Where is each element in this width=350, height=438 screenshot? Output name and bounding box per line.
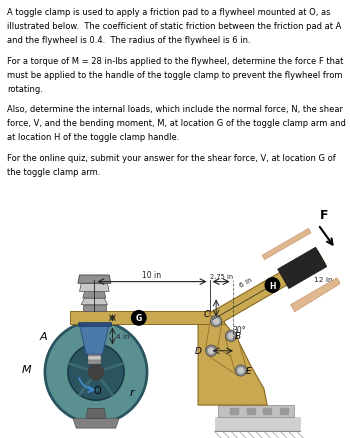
Text: 30°: 30° (228, 377, 241, 386)
Polygon shape (88, 332, 101, 336)
Polygon shape (88, 348, 101, 352)
Text: A toggle clamp is used to apply a friction pad to a flywheel mounted at O, as: A toggle clamp is used to apply a fricti… (7, 8, 330, 18)
Bar (230, 408, 238, 414)
Text: 6 in: 6 in (238, 277, 253, 289)
Polygon shape (88, 328, 101, 332)
Polygon shape (88, 344, 101, 348)
Text: E: E (246, 366, 252, 375)
Polygon shape (208, 346, 244, 375)
Text: must be applied to the handle of the toggle clamp to prevent the flywheel from: must be applied to the handle of the tog… (7, 71, 343, 80)
Circle shape (238, 368, 244, 373)
Polygon shape (290, 261, 292, 274)
Circle shape (209, 348, 214, 353)
Text: 1.2 in: 1.2 in (214, 353, 232, 359)
Circle shape (45, 321, 147, 423)
Polygon shape (78, 276, 111, 284)
Circle shape (88, 365, 104, 380)
Polygon shape (88, 325, 101, 328)
Text: 12 in: 12 in (314, 276, 332, 283)
Text: G: G (136, 314, 142, 323)
Polygon shape (81, 298, 107, 305)
Polygon shape (86, 408, 106, 418)
Text: the toggle clamp arm.: the toggle clamp arm. (7, 167, 100, 176)
Polygon shape (83, 292, 106, 298)
Circle shape (225, 331, 237, 342)
Text: rotating.: rotating. (7, 85, 43, 94)
Circle shape (228, 334, 233, 339)
Circle shape (211, 316, 222, 327)
Circle shape (205, 345, 217, 357)
Text: 4 in: 4 in (117, 315, 130, 321)
Text: M: M (22, 364, 32, 374)
Bar (247, 408, 255, 414)
Polygon shape (78, 322, 111, 326)
Bar (263, 408, 271, 414)
Text: force, V, and the bending moment, M, at location G of the toggle clamp arm and: force, V, and the bending moment, M, at … (7, 119, 346, 128)
Text: A: A (40, 331, 47, 341)
Polygon shape (205, 321, 222, 352)
Polygon shape (88, 336, 101, 340)
Polygon shape (79, 325, 109, 354)
Polygon shape (70, 311, 224, 325)
Text: For the online quiz, submit your answer for the shear force, V, at location G of: For the online quiz, submit your answer … (7, 153, 336, 162)
Polygon shape (278, 247, 327, 289)
Text: 2.75 in: 2.75 in (210, 273, 233, 279)
Text: at location H of the toggle clamp handle.: at location H of the toggle clamp handle… (7, 133, 179, 142)
Polygon shape (79, 284, 109, 292)
Circle shape (132, 311, 146, 325)
Text: Also, determine the internal loads, which include the normal force, N, the shear: Also, determine the internal loads, whic… (7, 105, 343, 114)
Text: For a torque of M = 28 in-lbs applied to the flywheel, determine the force F tha: For a torque of M = 28 in-lbs applied to… (7, 57, 343, 66)
Text: 1.2 in: 1.2 in (220, 305, 239, 311)
Bar (280, 408, 288, 414)
Polygon shape (262, 229, 311, 260)
Polygon shape (88, 356, 101, 360)
Polygon shape (225, 335, 246, 372)
Text: F: F (320, 209, 328, 222)
Polygon shape (215, 417, 300, 431)
Text: 4 in: 4 in (117, 333, 130, 339)
Polygon shape (290, 278, 340, 312)
Text: illustrated below.  The coefficient of static friction between the friction pad : illustrated below. The coefficient of st… (7, 22, 341, 31)
Text: H: H (269, 281, 276, 290)
Text: C: C (204, 309, 210, 318)
Polygon shape (198, 320, 267, 405)
Circle shape (265, 278, 280, 293)
Circle shape (214, 319, 219, 324)
Polygon shape (88, 340, 101, 344)
Text: O: O (94, 385, 102, 396)
Circle shape (235, 365, 246, 376)
Polygon shape (83, 305, 106, 311)
Circle shape (68, 344, 124, 400)
Polygon shape (73, 418, 119, 428)
Polygon shape (88, 352, 101, 356)
Polygon shape (209, 251, 325, 326)
Text: and the flywheel is 0.4.  The radius of the flywheel is 6 in.: and the flywheel is 0.4. The radius of t… (7, 36, 251, 45)
Polygon shape (218, 405, 294, 417)
Text: D: D (195, 346, 202, 356)
Text: 10 in: 10 in (142, 270, 161, 279)
Polygon shape (88, 360, 101, 364)
Text: r: r (130, 387, 134, 397)
Text: B: B (235, 332, 241, 341)
Text: 30°: 30° (233, 325, 246, 334)
